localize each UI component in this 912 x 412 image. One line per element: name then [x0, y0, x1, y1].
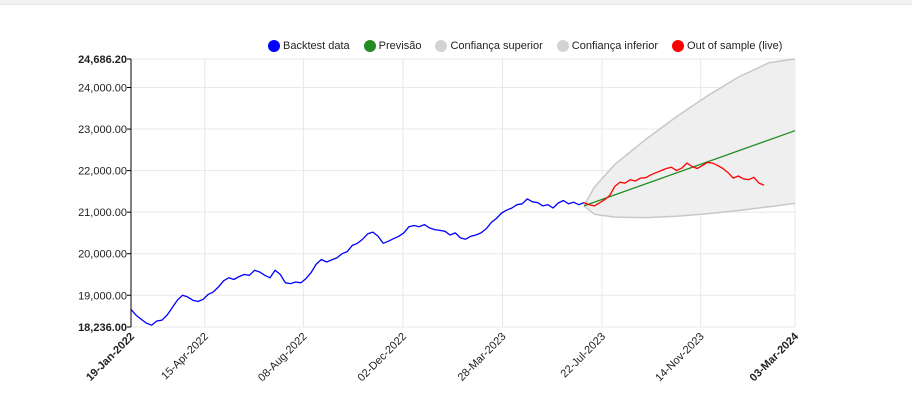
- x-tick-label: 02-Dec-2022: [356, 331, 409, 384]
- legend-marker-lower-confidence: [556, 40, 569, 52]
- y-tick-label: 24,686.20: [78, 54, 127, 66]
- chart-legend: Backtest data Previsão Confiança superio…: [268, 38, 782, 54]
- forecast-line: [583, 130, 796, 207]
- y-tick-label: 21,000.00: [78, 207, 127, 219]
- x-tick-label: 15-Apr-2022: [159, 331, 211, 383]
- lower-confidence-line: [583, 202, 796, 219]
- y-tick-label: 22,000.00: [78, 166, 127, 178]
- y-tick-label: 24,000.00: [78, 83, 127, 95]
- x-tick-label: 22-Jul-2023: [559, 331, 609, 381]
- x-tick-label: 19-Jan-2022: [84, 331, 137, 384]
- legend-marker-upper-confidence: [435, 40, 448, 52]
- legend-marker-backtest: [268, 40, 280, 52]
- y-tick-label: 19,000.00: [78, 290, 127, 302]
- x-tick-label: 14-Nov-2023: [653, 331, 706, 384]
- legend-item-backtest[interactable]: Backtest data: [268, 40, 350, 52]
- legend-label-live: Out of sample (live): [687, 40, 783, 52]
- confidence-band: [584, 59, 795, 218]
- legend-label-backtest: Backtest data: [283, 40, 350, 52]
- y-tick-label: 20,000.00: [78, 249, 127, 261]
- y-tick-label: 18,236.00: [78, 322, 127, 334]
- legend-item-forecast[interactable]: Previsão: [363, 40, 422, 52]
- x-tick-label: 28-Mar-2023: [456, 331, 509, 384]
- y-tick-label: 23,000.00: [78, 124, 127, 136]
- legend-label-lower-confidence: Confiança inferior: [571, 40, 659, 52]
- legend-item-upper-confidence[interactable]: Confiança superior: [435, 40, 543, 52]
- legend-label-upper-confidence: Confiança superior: [450, 40, 543, 52]
- legend-item-live[interactable]: Out of sample (live): [672, 40, 782, 52]
- upper-confidence-line: [583, 58, 796, 207]
- top-bar: [0, 0, 912, 5]
- legend-marker-live: [672, 40, 685, 52]
- legend-marker-forecast: [363, 40, 376, 52]
- legend-item-lower-confidence[interactable]: Confiança inferior: [556, 40, 659, 52]
- legend-label-forecast: Previsão: [378, 40, 422, 52]
- x-tick-label: 08-Aug-2022: [256, 331, 309, 384]
- x-tick-label: 03-Mar-2024: [748, 330, 802, 384]
- live-line: [583, 161, 765, 207]
- backtest-line: [130, 198, 585, 326]
